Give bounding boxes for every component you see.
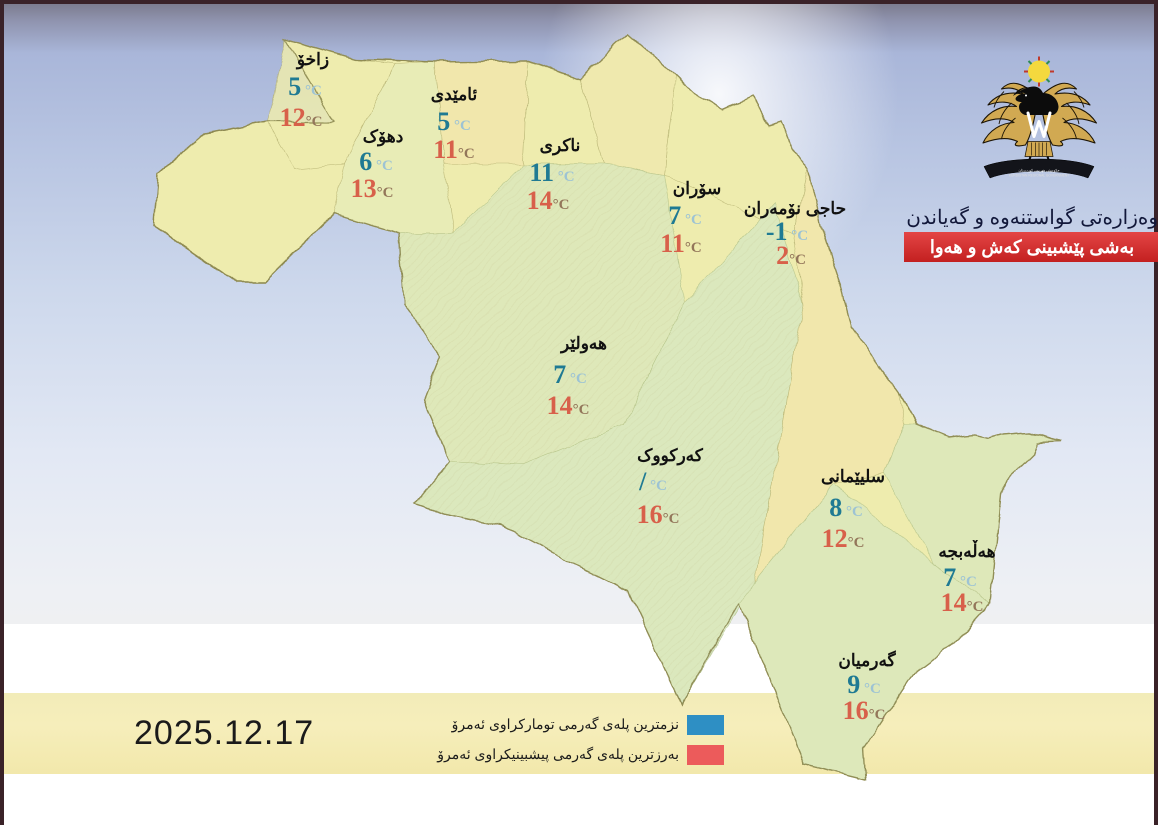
svg-text:KURDISTAN REGIONAL GOVERNMENT: KURDISTAN REGIONAL GOVERNMENT bbox=[1009, 174, 1069, 178]
svg-text:حكومهتى ههریمى كوردستان: حكومهتى ههریمى كوردستان bbox=[1019, 168, 1061, 173]
